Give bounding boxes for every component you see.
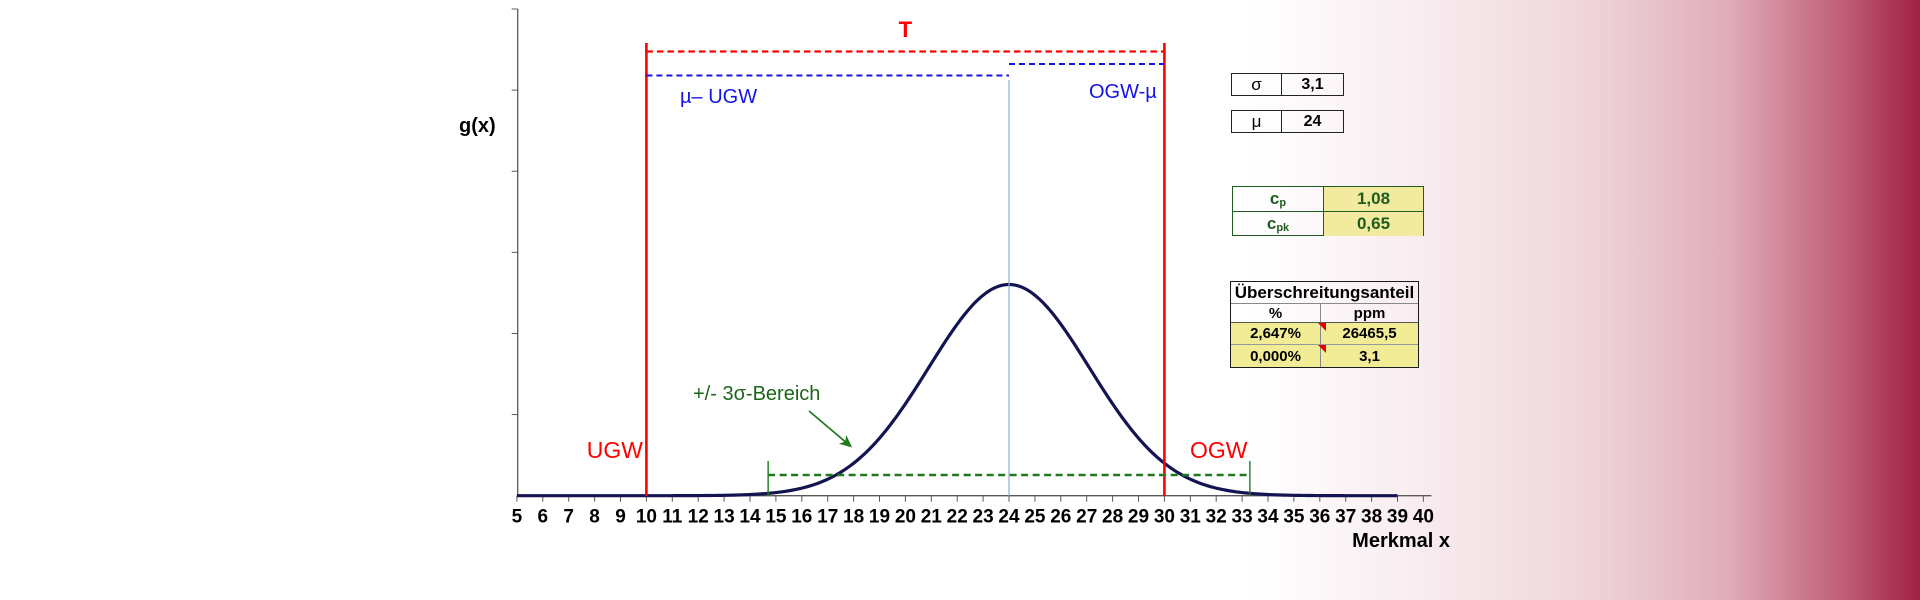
svg-text:36: 36 xyxy=(1309,507,1330,528)
svg-text:21: 21 xyxy=(921,507,943,528)
svg-text:11: 11 xyxy=(662,507,683,528)
svg-text:16: 16 xyxy=(791,507,812,528)
svg-text:19: 19 xyxy=(869,507,890,528)
svg-text:12: 12 xyxy=(688,507,709,528)
svg-text:µ– UGW: µ– UGW xyxy=(680,86,757,108)
svg-text:33: 33 xyxy=(1232,507,1253,528)
svg-text:26: 26 xyxy=(1050,507,1071,528)
svg-text:+/- 3σ-Bereich: +/- 3σ-Bereich xyxy=(693,383,820,405)
svg-text:Merkmal x: Merkmal x xyxy=(1352,530,1450,552)
svg-text:28: 28 xyxy=(1102,507,1123,528)
svg-text:OGW: OGW xyxy=(1190,437,1248,463)
svg-text:27: 27 xyxy=(1076,507,1097,528)
svg-text:15: 15 xyxy=(765,507,787,528)
svg-text:29: 29 xyxy=(1128,507,1149,528)
svg-text:25: 25 xyxy=(1024,507,1046,528)
svg-text:22: 22 xyxy=(947,507,968,528)
svg-text:9: 9 xyxy=(615,507,626,528)
svg-text:39: 39 xyxy=(1387,507,1408,528)
svg-text:18: 18 xyxy=(843,507,864,528)
svg-text:8: 8 xyxy=(589,507,600,528)
svg-text:UGW: UGW xyxy=(587,437,644,463)
svg-text:34: 34 xyxy=(1257,507,1279,528)
svg-text:T: T xyxy=(899,17,913,42)
svg-text:32: 32 xyxy=(1206,507,1227,528)
svg-text:17: 17 xyxy=(817,507,838,528)
svg-text:24: 24 xyxy=(998,507,1020,528)
svg-text:7: 7 xyxy=(563,507,574,528)
svg-text:23: 23 xyxy=(973,507,994,528)
svg-text:30: 30 xyxy=(1154,507,1175,528)
svg-text:35: 35 xyxy=(1283,507,1305,528)
svg-text:6: 6 xyxy=(538,507,549,528)
svg-text:OGW-µ: OGW-µ xyxy=(1089,81,1157,103)
svg-text:20: 20 xyxy=(895,507,916,528)
svg-text:13: 13 xyxy=(714,507,735,528)
svg-text:5: 5 xyxy=(512,507,523,528)
svg-text:38: 38 xyxy=(1361,507,1382,528)
svg-text:g(x): g(x) xyxy=(459,115,496,137)
svg-text:31: 31 xyxy=(1180,507,1202,528)
svg-text:40: 40 xyxy=(1413,507,1434,528)
svg-text:37: 37 xyxy=(1335,507,1356,528)
svg-text:10: 10 xyxy=(636,507,657,528)
svg-text:14: 14 xyxy=(739,507,761,528)
